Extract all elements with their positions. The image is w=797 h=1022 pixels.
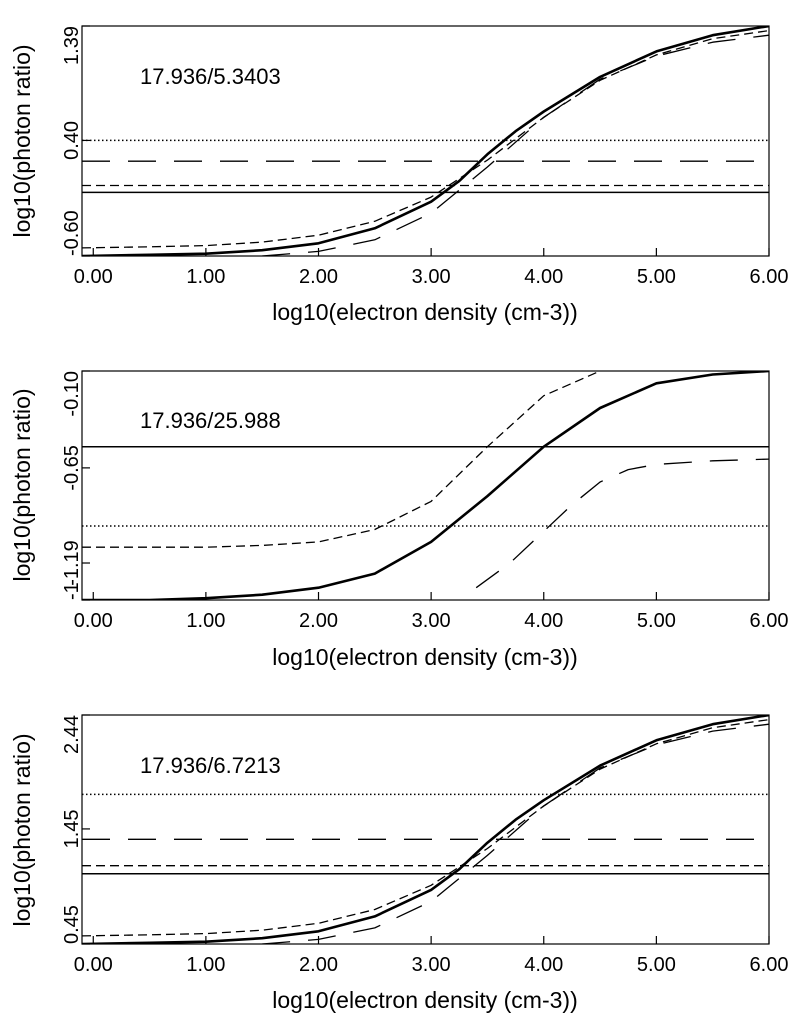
x-tick-label: 4.00 (524, 954, 563, 976)
series-lower-bound (262, 34, 769, 256)
x-tick-label: 3.00 (412, 954, 451, 976)
series-theory (82, 371, 769, 600)
x-axis-label: log10(electron density (cm-3)) (272, 987, 578, 1013)
x-tick-label: 2.00 (299, 954, 338, 976)
series-theory (82, 715, 769, 944)
x-tick-label: 0.00 (74, 266, 113, 288)
chart-panel-1: 0.00 1.00 2.00 3.00 4.00 5.00 6.00 -0.60 0.40 1.… (9, 25, 789, 325)
y-tick-label: 1.45 (61, 809, 83, 848)
y-tick-label: 1.39 (61, 26, 83, 65)
series-theory (82, 26, 769, 256)
series-upper-bound (82, 371, 601, 548)
plot-frame (81, 370, 770, 601)
x-axis-ticks: 0.00 1.00 2.00 3.00 4.00 5.00 6.00 (74, 592, 789, 632)
series-layer (82, 715, 769, 944)
y-tick-label: 2.44 (61, 715, 83, 754)
line-ratio-annotation: 17.936/6.7213 (140, 753, 281, 778)
y-tick-label: -1.19 (61, 540, 83, 586)
y-tick-label: -1 (61, 582, 83, 600)
y-tick-label: 0.40 (61, 121, 83, 160)
y-axis-label: log10(photon ratio) (9, 44, 35, 237)
x-tick-label: 4.00 (524, 266, 563, 288)
y-axis-label: log10(photon ratio) (9, 733, 35, 926)
x-tick-label: 0.00 (74, 610, 113, 632)
y-tick-label: -0.10 (61, 371, 83, 417)
x-tick-label: 6.00 (750, 610, 789, 632)
y-tick-label: 0.45 (61, 905, 83, 944)
y-tick-label: -0.60 (61, 210, 83, 256)
x-tick-label: 5.00 (637, 266, 676, 288)
x-axis-ticks: 0.00 1.00 2.00 3.00 4.00 5.00 6.00 (74, 248, 789, 288)
y-axis-ticks: -0.60 0.40 1.39 (61, 25, 90, 257)
y-axis-ticks: -1-1.19 -0.65 -0.10 (61, 370, 90, 601)
series-layer (82, 371, 769, 600)
line-ratio-annotation: 17.936/25.988 (140, 408, 281, 433)
series-lower-bound (475, 458, 769, 589)
x-tick-label: 2.00 (299, 610, 338, 632)
x-tick-label: 2.00 (299, 266, 338, 288)
x-axis-label: log10(electron density (cm-3)) (272, 299, 578, 325)
series-upper-bound (82, 718, 769, 937)
x-tick-label: 3.00 (412, 610, 451, 632)
y-tick-label: -0.65 (61, 445, 83, 491)
y-axis-ticks: 0.45 1.45 2.44 (61, 714, 90, 945)
chart-panel-3: 0.00 1.00 2.00 3.00 4.00 5.00 6.00 0.45 1.45 2.4… (9, 714, 789, 1013)
x-tick-label: 1.00 (186, 266, 225, 288)
plot-frame (81, 714, 770, 945)
x-tick-label: 4.00 (524, 610, 563, 632)
x-tick-label: 5.00 (637, 954, 676, 976)
chart-panel-2: 0.00 1.00 2.00 3.00 4.00 5.00 6.00 -1-1.19 -0.6… (9, 370, 789, 670)
x-tick-label: 0.00 (74, 954, 113, 976)
x-tick-label: 6.00 (750, 266, 789, 288)
x-tick-label: 1.00 (186, 954, 225, 976)
x-axis-ticks: 0.00 1.00 2.00 3.00 4.00 5.00 6.00 (74, 936, 789, 976)
x-tick-label: 1.00 (186, 610, 225, 632)
series-lower-bound (262, 723, 769, 944)
y-axis-label: log10(photon ratio) (9, 388, 35, 581)
series-layer (82, 26, 769, 256)
x-tick-label: 6.00 (750, 954, 789, 976)
line-ratio-annotation: 17.936/5.3403 (140, 64, 281, 89)
series-upper-bound (82, 29, 769, 249)
x-tick-label: 3.00 (412, 266, 451, 288)
x-tick-label: 5.00 (637, 610, 676, 632)
x-axis-label: log10(electron density (cm-3)) (272, 644, 578, 670)
plot-frame (81, 25, 770, 257)
